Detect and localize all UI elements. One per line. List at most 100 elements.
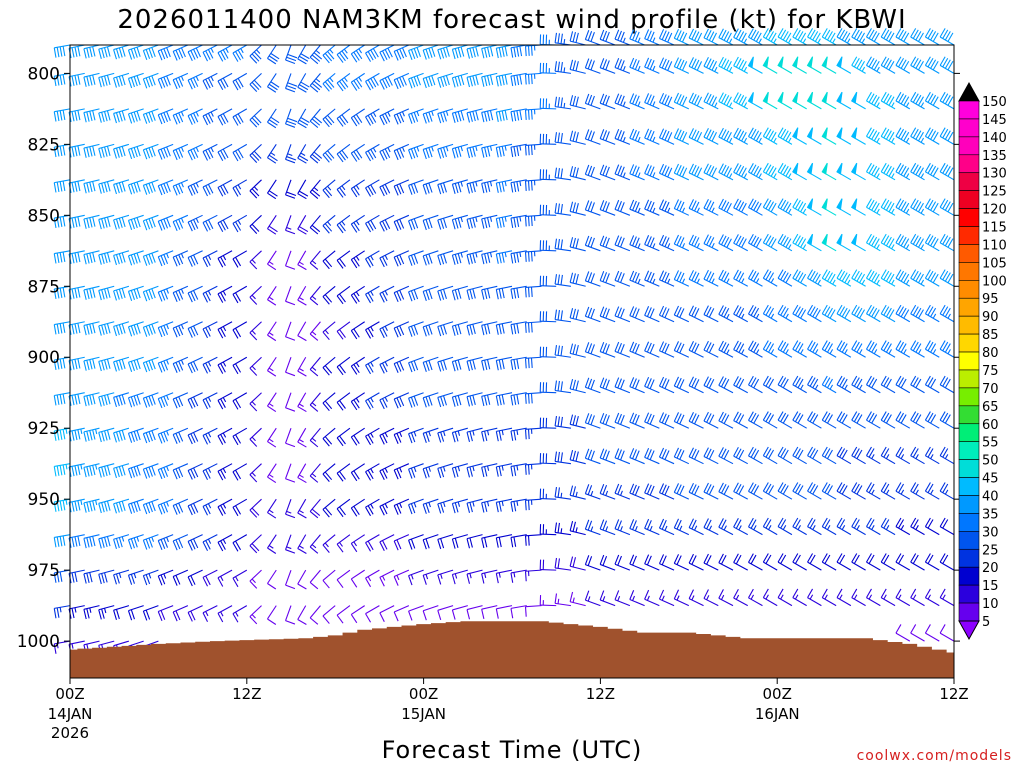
wind-barb <box>466 534 483 549</box>
wind-barb <box>202 72 218 90</box>
wind-barb <box>285 498 296 519</box>
wind-barb <box>437 250 454 266</box>
wind-barb <box>688 57 704 74</box>
wind-barb <box>466 72 483 88</box>
wind-barb <box>524 72 542 85</box>
wind-barb <box>866 375 881 394</box>
wind-barb <box>393 356 410 373</box>
wind-barb <box>806 91 822 110</box>
wind-barb <box>285 250 296 270</box>
wind-barb <box>569 556 586 571</box>
wind-barb <box>322 214 336 234</box>
wind-barb <box>157 427 174 444</box>
wind-barb <box>762 375 778 394</box>
wind-barb <box>510 250 527 264</box>
wind-barb <box>910 56 925 74</box>
wind-barb <box>762 304 778 323</box>
wind-barb <box>127 356 144 372</box>
wind-barb <box>836 375 852 394</box>
wind-barb <box>408 179 424 195</box>
wind-barb <box>481 427 498 442</box>
wind-barb <box>703 553 719 571</box>
wind-barb <box>599 590 616 607</box>
wind-barb <box>408 498 424 515</box>
wind-barb <box>127 143 144 160</box>
wind-barb <box>777 233 793 252</box>
wind-barb <box>127 427 144 443</box>
wind-barb <box>393 392 410 409</box>
wind-barb <box>309 321 321 341</box>
wind-barb <box>249 179 262 199</box>
wind-barb <box>68 534 85 548</box>
colorbar-swatch <box>958 172 980 191</box>
x-tick-label: 00Z <box>409 685 438 703</box>
wind-barb <box>267 179 278 200</box>
wind-barb <box>880 553 896 571</box>
wind-barb <box>762 91 778 110</box>
wind-barb <box>379 321 395 339</box>
plot-frame <box>69 44 955 679</box>
wind-barb <box>524 356 542 369</box>
wind-barb <box>688 305 704 323</box>
wind-barb <box>924 304 940 323</box>
wind-barb <box>658 518 675 536</box>
wind-barb <box>365 605 380 623</box>
wind-barb <box>437 143 454 159</box>
wind-barb <box>495 463 513 477</box>
wind-barb <box>187 605 203 622</box>
wind-barb <box>481 356 498 371</box>
wind-barb <box>83 498 100 513</box>
wind-barb <box>895 553 911 571</box>
wind-barb <box>539 488 557 500</box>
wind-barb <box>910 304 925 323</box>
wind-barb <box>614 235 631 252</box>
credit-text: coolwx.com/models <box>857 748 1012 764</box>
wind-barb <box>673 412 690 429</box>
wind-barb <box>792 411 807 429</box>
colorbar-swatch <box>958 190 980 209</box>
wind-barb <box>68 214 85 229</box>
wind-barb <box>851 304 866 323</box>
wind-barb <box>733 411 748 429</box>
wind-barb <box>98 605 115 620</box>
wind-barb <box>322 392 336 412</box>
wind-barb <box>172 214 189 232</box>
wind-barb <box>113 250 130 266</box>
wind-barb <box>68 143 85 158</box>
wind-barb <box>748 553 763 571</box>
wind-barb <box>584 448 601 465</box>
wind-barb <box>939 517 955 536</box>
wind-barb <box>554 451 572 465</box>
wind-barb <box>217 605 233 623</box>
wind-barb <box>851 411 866 429</box>
wind-barb <box>297 44 310 65</box>
wind-barb <box>644 164 660 181</box>
colorbar-label: 85 <box>982 328 999 343</box>
wind-barb <box>113 108 130 124</box>
wind-barb <box>806 198 822 216</box>
wind-barb <box>644 235 660 252</box>
wind-barb <box>910 624 925 642</box>
wind-barb <box>408 605 424 621</box>
wind-barb <box>539 240 557 252</box>
wind-barb <box>232 108 248 126</box>
wind-barb <box>866 269 881 287</box>
wind-barb <box>733 447 748 465</box>
wind-barb <box>748 482 763 500</box>
wind-barb <box>584 484 601 500</box>
colorbar-swatch <box>958 548 980 568</box>
wind-barb <box>127 72 144 89</box>
wind-barb <box>510 214 527 229</box>
wind-barb <box>157 463 174 480</box>
wind-barb <box>495 605 513 619</box>
wind-barb <box>297 569 307 590</box>
wind-barb <box>142 108 159 124</box>
wind-barb <box>379 569 395 587</box>
wind-barb <box>83 214 100 229</box>
wind-barb <box>895 517 911 536</box>
wind-barb <box>688 341 704 358</box>
wind-barb <box>836 340 852 358</box>
wind-barb <box>821 517 837 536</box>
wind-barb <box>437 72 454 88</box>
wind-barb <box>113 427 130 443</box>
